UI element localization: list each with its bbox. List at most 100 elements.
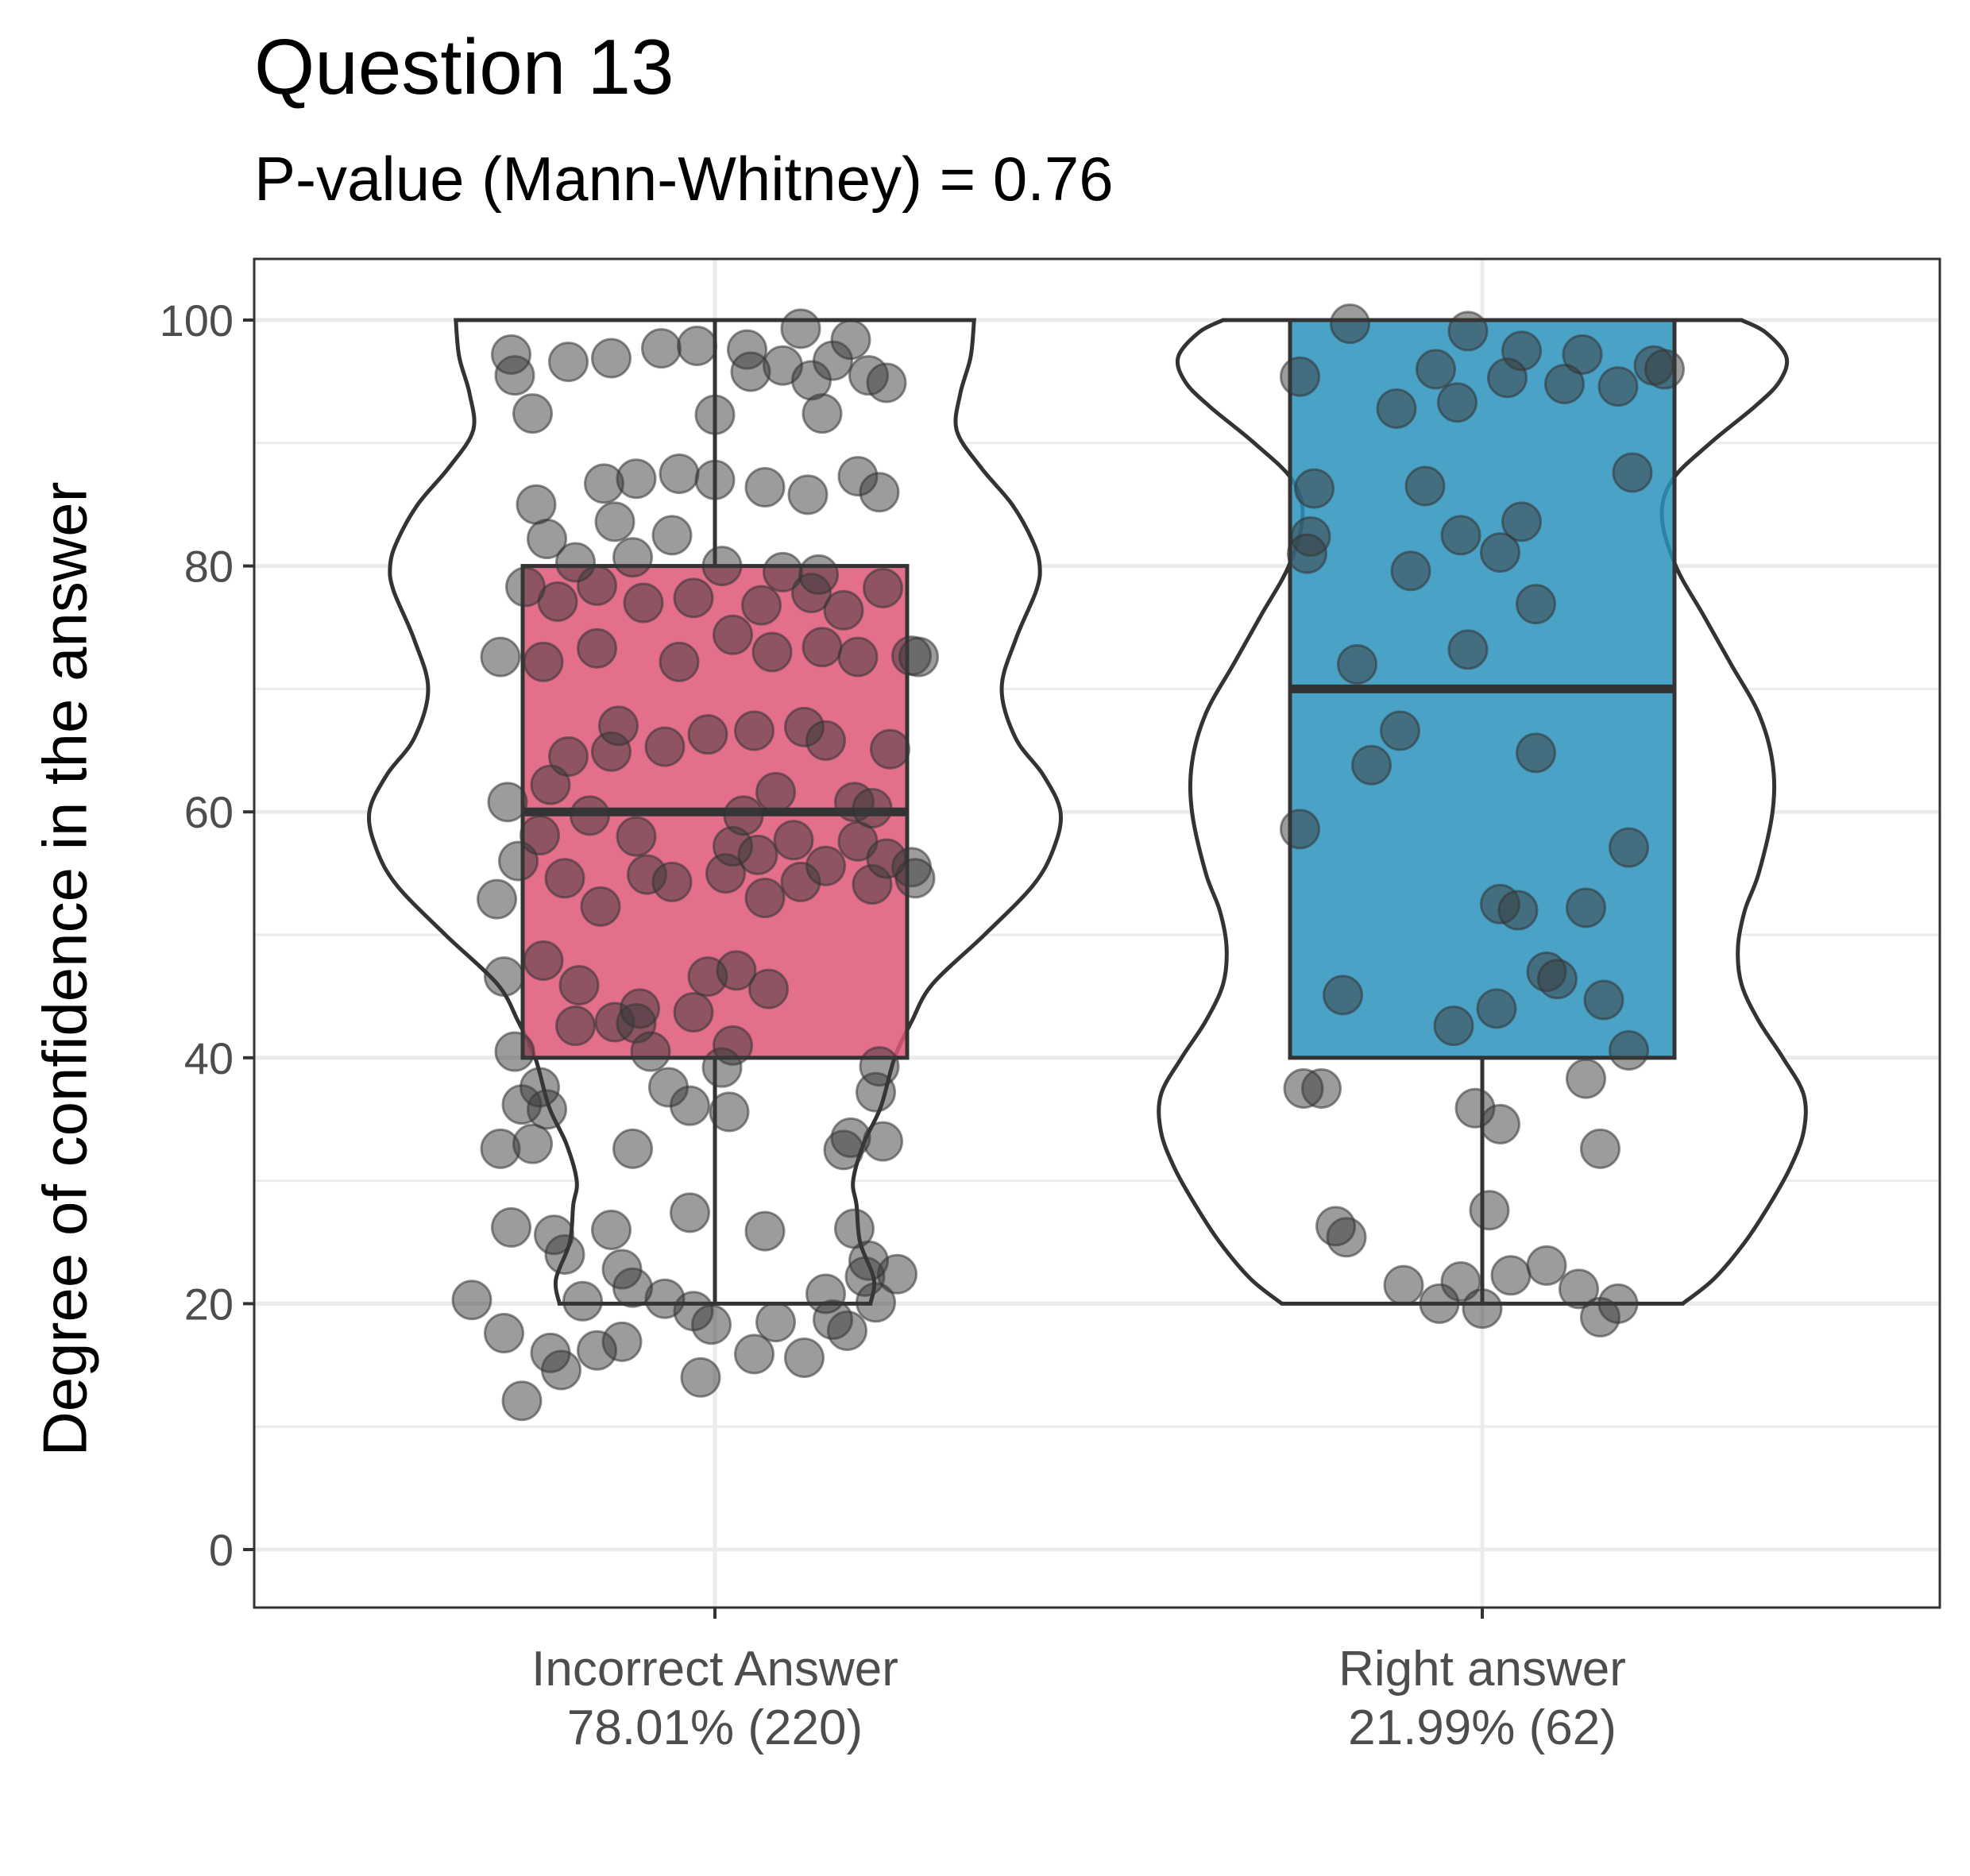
data-point [1544, 363, 1585, 404]
y-tick-label: 80 [184, 542, 234, 592]
data-point [620, 988, 660, 1029]
points [451, 303, 1685, 1422]
data-point [491, 1206, 531, 1248]
data-point [548, 342, 589, 383]
data-point [805, 1273, 846, 1314]
data-point [741, 585, 782, 626]
data-point [787, 474, 829, 515]
data-point [1644, 349, 1685, 390]
data-point [784, 1338, 825, 1379]
data-point [1337, 643, 1377, 685]
data-point [802, 393, 843, 434]
data-point [548, 736, 589, 778]
data-point [512, 1123, 553, 1164]
data-point [863, 567, 903, 608]
data-point [1390, 550, 1431, 592]
data-point [616, 458, 657, 500]
data-point [580, 886, 621, 927]
data-point [701, 546, 743, 587]
data-point [1376, 388, 1417, 429]
data-point [520, 1067, 560, 1108]
data-point [1404, 465, 1446, 507]
data-point [1490, 1255, 1532, 1296]
data-point [612, 1128, 653, 1169]
data-point [805, 845, 846, 886]
data-point [852, 788, 893, 829]
data-point [562, 1280, 603, 1322]
data-point [830, 1117, 871, 1158]
data-point [505, 566, 546, 608]
data-point [866, 838, 907, 879]
data-point [555, 1006, 596, 1047]
data-point [1437, 382, 1478, 423]
data-point [1480, 1103, 1520, 1145]
data-point [623, 582, 664, 623]
data-point [512, 393, 553, 434]
data-point [670, 1192, 710, 1233]
data-point [520, 815, 560, 856]
y-tick-label: 20 [184, 1279, 234, 1329]
data-point [834, 1208, 875, 1249]
data-point [523, 940, 564, 982]
data-point [823, 589, 864, 631]
data-point [1351, 744, 1392, 786]
data-point [713, 1025, 753, 1066]
data-point [1476, 988, 1517, 1029]
data-point [1469, 1190, 1510, 1231]
x-tick-label-category: Right answer [1338, 1642, 1626, 1697]
data-point [1287, 533, 1327, 574]
data-point [651, 515, 693, 556]
data-point [530, 1332, 571, 1373]
data-point [1609, 1030, 1649, 1071]
data-point [1416, 349, 1456, 390]
data-point [1612, 452, 1653, 493]
data-point [1383, 1264, 1424, 1306]
data-point [716, 950, 757, 991]
data-point [1562, 334, 1603, 375]
data-point [894, 858, 936, 899]
data-point [1419, 1283, 1460, 1324]
data-point [601, 1249, 643, 1290]
data-point [1433, 1006, 1474, 1047]
data-point [737, 834, 778, 875]
data-point [1583, 979, 1624, 1021]
data-point [651, 861, 693, 902]
data-point [1280, 809, 1320, 850]
data-point [1497, 890, 1539, 931]
data-point [641, 328, 682, 369]
data-point [501, 1380, 543, 1422]
data-point [694, 394, 736, 435]
data-point [1330, 303, 1370, 345]
data-point [744, 1210, 786, 1252]
data-point [694, 459, 736, 500]
data-point [484, 1313, 524, 1354]
data-point [555, 542, 596, 583]
data-point [534, 1214, 574, 1256]
data-point [748, 968, 789, 1009]
data-point [830, 319, 871, 361]
data-point [1501, 501, 1542, 542]
y-tick-label: 100 [160, 295, 234, 345]
data-point [734, 1334, 774, 1375]
data-point [751, 631, 793, 673]
data-point [591, 1210, 632, 1251]
data-point [677, 326, 717, 367]
data-point [644, 726, 686, 767]
data-point [1516, 584, 1556, 625]
x-tick-label-share: 78.01% (220) [567, 1700, 863, 1755]
y-tick-label: 0 [209, 1525, 234, 1575]
data-point [1487, 357, 1528, 399]
data-point [723, 795, 764, 836]
data-point [659, 641, 700, 682]
data-point [709, 1091, 750, 1133]
data-point [898, 636, 939, 677]
data-point [516, 484, 557, 525]
data-point [494, 1031, 535, 1072]
data-point [451, 1280, 492, 1321]
data-point [1380, 710, 1420, 751]
data-point [598, 705, 639, 747]
data-point [1294, 468, 1335, 509]
data-point [1462, 1288, 1503, 1330]
data-point [730, 351, 771, 392]
data-point [802, 627, 843, 668]
